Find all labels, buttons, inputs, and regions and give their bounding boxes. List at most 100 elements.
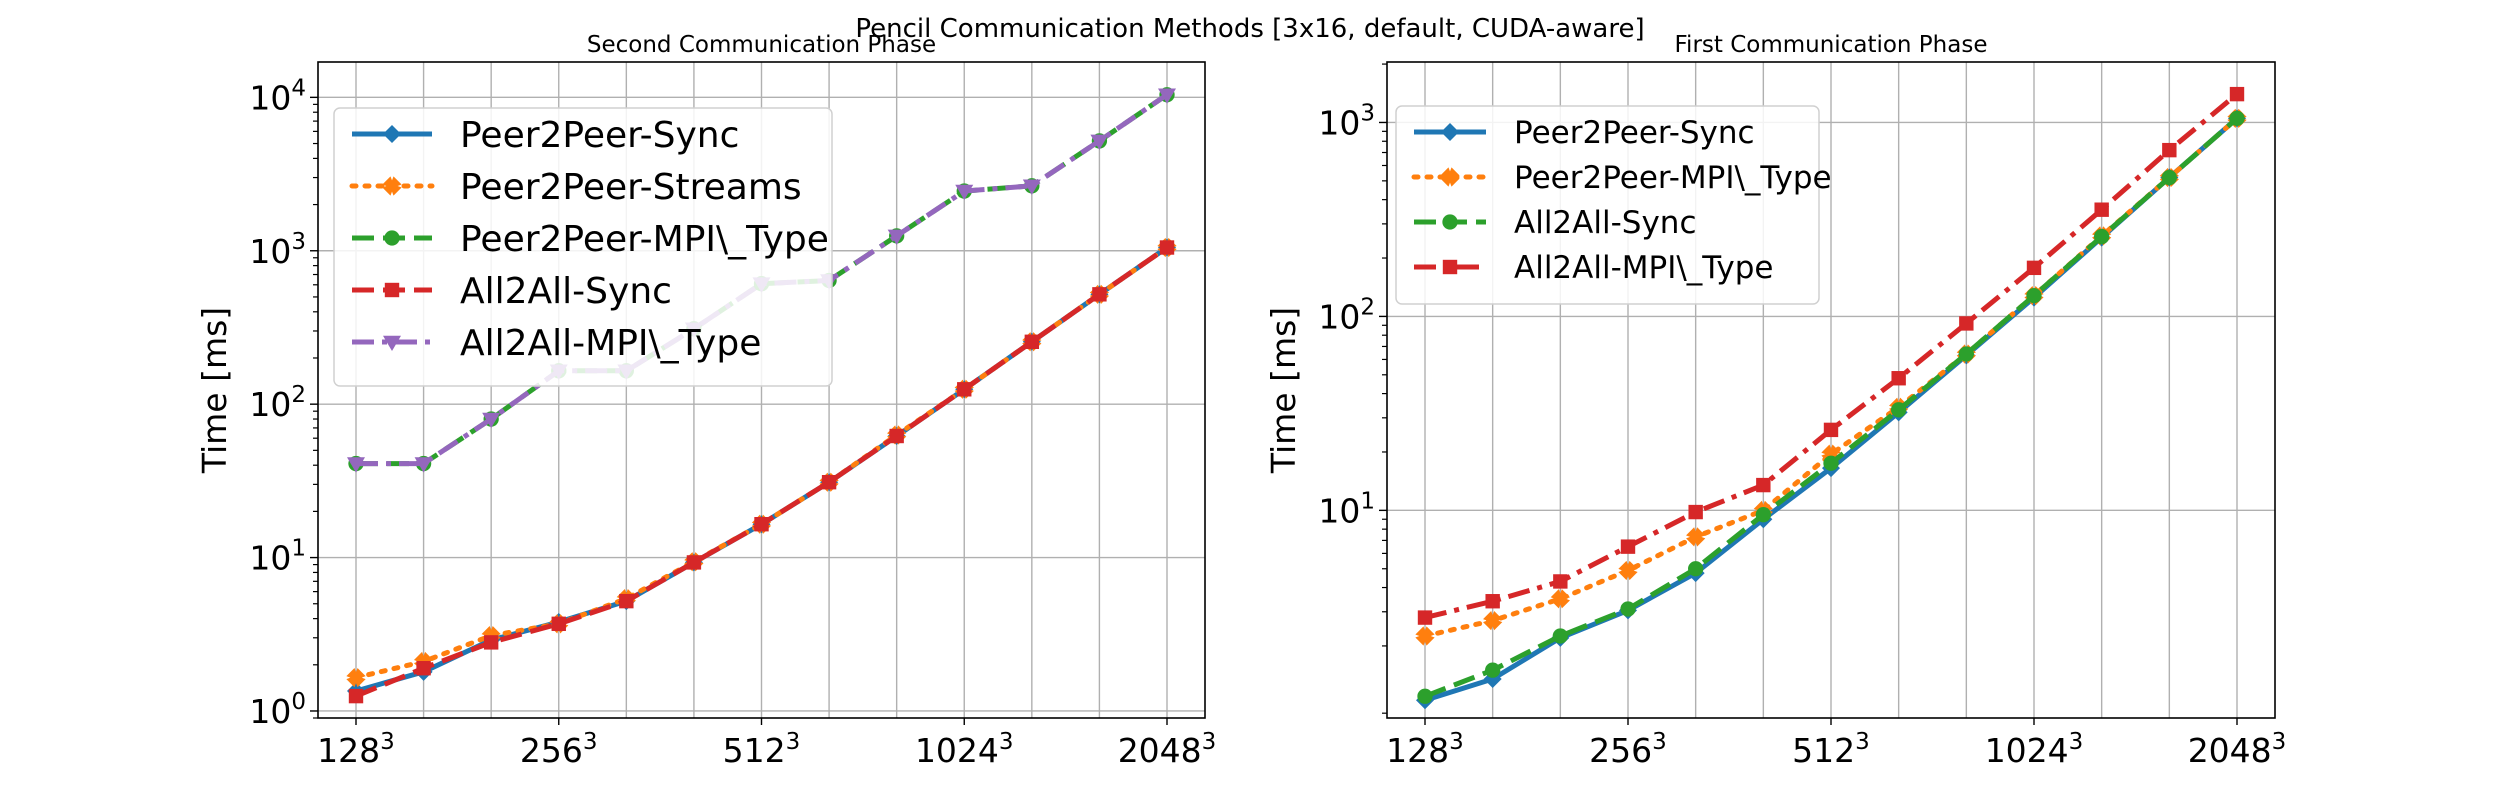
- legend-entry-peer2peer-mpi-type: Peer2Peer-MPI\_Type: [352, 219, 829, 260]
- subplot-title: First Communication Phase: [1675, 32, 1988, 58]
- data-point: [1688, 504, 1703, 520]
- data-point: [1552, 628, 1568, 644]
- data-point: [957, 382, 972, 397]
- data-point: [1483, 611, 1503, 631]
- x-tick-label: 1283: [317, 729, 395, 770]
- legend-marker: [382, 176, 402, 196]
- legend-label: Peer2Peer-Sync: [1514, 115, 1755, 151]
- data-point: [619, 593, 634, 609]
- data-point: [686, 555, 702, 570]
- y-tick-label: 102: [1318, 294, 1375, 336]
- data-point: [2094, 228, 2110, 245]
- x-tick-label: 2563: [520, 729, 598, 770]
- legend-marker: [1441, 123, 1459, 141]
- legend-label: All2All-Sync: [460, 271, 672, 312]
- data-point: [1485, 594, 1500, 609]
- data-point: [1620, 601, 1636, 617]
- x-tick-label: 1283: [1386, 729, 1464, 770]
- data-point: [821, 474, 837, 490]
- y-tick-label: 101: [249, 536, 306, 578]
- data-point: [1485, 662, 1501, 678]
- data-point: [1620, 539, 1636, 554]
- data-point: [1024, 334, 1040, 350]
- x-tick-label: 10243: [1985, 729, 2084, 770]
- legend-entry-peer2peer-mpi-type: Peer2Peer-MPI\_Type: [1411, 160, 1832, 196]
- data-point: [2161, 169, 2177, 186]
- data-point: [1823, 422, 1839, 438]
- series-all2all-mpi-type: [1417, 86, 2245, 625]
- data-point: [2094, 202, 2109, 217]
- data-point: [2229, 110, 2245, 127]
- legend-entry-peer2peer-sync: Peer2Peer-Sync: [352, 115, 739, 156]
- legend-box: [333, 107, 833, 387]
- data-point: [1417, 688, 1433, 704]
- data-point: [482, 412, 501, 429]
- legend-label: Peer2Peer-MPI\_Type: [460, 219, 829, 260]
- legend: Peer2Peer-Sync Peer2Peer-MPI\_Type All2All…: [1395, 105, 1832, 305]
- data-point: [483, 635, 499, 650]
- y-axis-label: Time [ms]: [1264, 307, 1303, 474]
- y-tick-label: 101: [1318, 488, 1375, 530]
- x-tick-label: 5123: [723, 729, 801, 770]
- legend-label: Peer2Peer-Streams: [460, 167, 802, 208]
- legend-box: [1395, 105, 1820, 305]
- y-tick-label: 103: [1318, 100, 1375, 142]
- data-point: [1092, 287, 1107, 302]
- data-point: [2229, 86, 2245, 102]
- x-tick-label: 5123: [1792, 729, 1870, 770]
- data-point: [414, 457, 433, 473]
- data-point: [1159, 240, 1175, 255]
- data-point: [1958, 346, 1974, 362]
- legend-marker: [383, 125, 401, 143]
- data-point: [887, 229, 906, 245]
- data-point: [1415, 626, 1435, 646]
- data-point: [1618, 560, 1638, 581]
- legend-marker: [383, 335, 401, 351]
- data-point: [1756, 477, 1771, 493]
- legend: Peer2Peer-Sync Peer2Peer-Streams Peer2Peer…: [333, 107, 833, 387]
- data-point: [416, 661, 431, 676]
- legend-marker: [1440, 167, 1460, 187]
- legend-marker: [384, 230, 400, 246]
- y-tick-label: 102: [249, 382, 306, 424]
- data-point: [1688, 561, 1704, 577]
- data-point: [955, 184, 974, 201]
- legend-marker: [384, 282, 400, 298]
- legend-label: Peer2Peer-MPI\_Type: [1514, 160, 1832, 196]
- legend-entry-all2all-sync: All2All-Sync: [352, 271, 672, 312]
- chart-2: 1283 2563 5123 10243 20483 101 102 103 First Com…: [1264, 32, 2286, 770]
- legend-label: All2All-Sync: [1514, 205, 1697, 241]
- data-point: [754, 517, 769, 532]
- data-point: [1090, 134, 1109, 150]
- data-point: [347, 457, 365, 473]
- x-tick-label: 20483: [2188, 729, 2287, 770]
- chart-1: 1283 2563 5123 10243 20483 100 101 102 103 104 Sec…: [195, 32, 1216, 770]
- y-tick-label: 103: [249, 229, 306, 271]
- data-point: [1755, 507, 1771, 523]
- legend-label: All2All-MPI\_Type: [460, 323, 761, 364]
- y-axis-label: Time [ms]: [195, 307, 234, 474]
- x-tick-label: 20483: [1118, 729, 1217, 770]
- y-tick-label: 100: [249, 689, 306, 731]
- legend-label: All2All-MPI\_Type: [1514, 250, 1774, 286]
- data-point: [1891, 402, 1907, 418]
- legend-entry-peer2peer-sync: Peer2Peer-Sync: [1414, 115, 1755, 151]
- x-tick-label: 10243: [915, 729, 1014, 770]
- legend-entry-peer2peer-streams: Peer2Peer-Streams: [349, 167, 802, 208]
- series-all2all-sync: [348, 240, 1175, 704]
- data-point: [348, 688, 364, 704]
- data-point: [1823, 455, 1839, 471]
- data-point: [551, 616, 566, 632]
- legend-entry-all2all-sync: All2All-Sync: [1414, 205, 1697, 241]
- data-point: [1158, 88, 1176, 104]
- data-point: [1686, 527, 1706, 547]
- data-point: [1553, 574, 1568, 589]
- x-tick-label: 2563: [1589, 729, 1667, 770]
- data-point: [889, 428, 904, 444]
- data-point: [346, 667, 366, 688]
- data-point: [2026, 287, 2042, 304]
- y-tick-label: 104: [249, 75, 306, 117]
- subplot-title: Second Communication Phase: [587, 32, 936, 58]
- legend-marker: [1442, 259, 1458, 275]
